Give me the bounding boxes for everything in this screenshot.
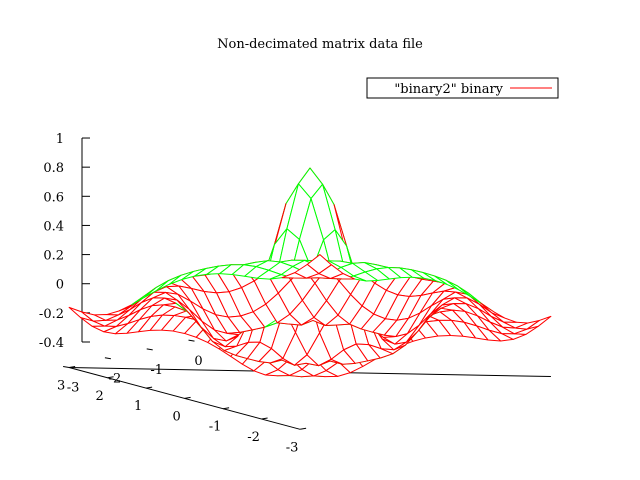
x-tick-mark (300, 427, 307, 430)
x-tick-label: -2 (247, 430, 260, 445)
surface-cell (318, 264, 344, 280)
surface-mesh (68, 167, 552, 378)
y-tick-label: -3 (67, 381, 80, 396)
z-tick-label: -0.2 (39, 307, 64, 322)
y-tick-label: 0 (194, 354, 202, 369)
x-tick-label: -1 (209, 420, 222, 435)
x-tick-label: 3 (57, 379, 65, 394)
z-tick-label: 0.4 (43, 219, 64, 234)
x-tick-mark (184, 396, 191, 399)
y-tick-label: -1 (150, 363, 163, 378)
y-tick-mark (146, 348, 153, 351)
x-tick-mark (223, 407, 230, 410)
x-tick-mark (107, 376, 114, 379)
x-tick-mark (261, 417, 268, 420)
y-tick-mark (104, 357, 111, 360)
surface-cell (349, 305, 375, 330)
z-tick-label: 0 (56, 278, 64, 293)
x-tick-label: 1 (134, 399, 142, 414)
chart-title: Non-decimated matrix data file (217, 37, 423, 52)
x-tick-label: 0 (172, 409, 180, 424)
z-tick-label: 0.6 (43, 190, 64, 205)
x-tick-mark (146, 386, 153, 389)
legend-label: "binary2" binary (394, 82, 503, 97)
y-tick-mark (188, 339, 195, 342)
x-tick-label: -3 (286, 440, 299, 455)
z-tick-label: 0.8 (43, 161, 64, 176)
legend-box (366, 77, 559, 99)
legend: "binary2" binary (366, 77, 559, 99)
z-tick-label: 0.2 (43, 249, 64, 264)
z-tick-label: 1 (56, 132, 64, 147)
surface-cell (491, 312, 517, 323)
y-tick-label: -2 (109, 372, 122, 387)
z-tick-label: -0.4 (39, 336, 64, 351)
y-tick-mark (63, 366, 70, 368)
x-tick-label: 2 (95, 389, 103, 404)
x-tick-mark (69, 366, 76, 368)
